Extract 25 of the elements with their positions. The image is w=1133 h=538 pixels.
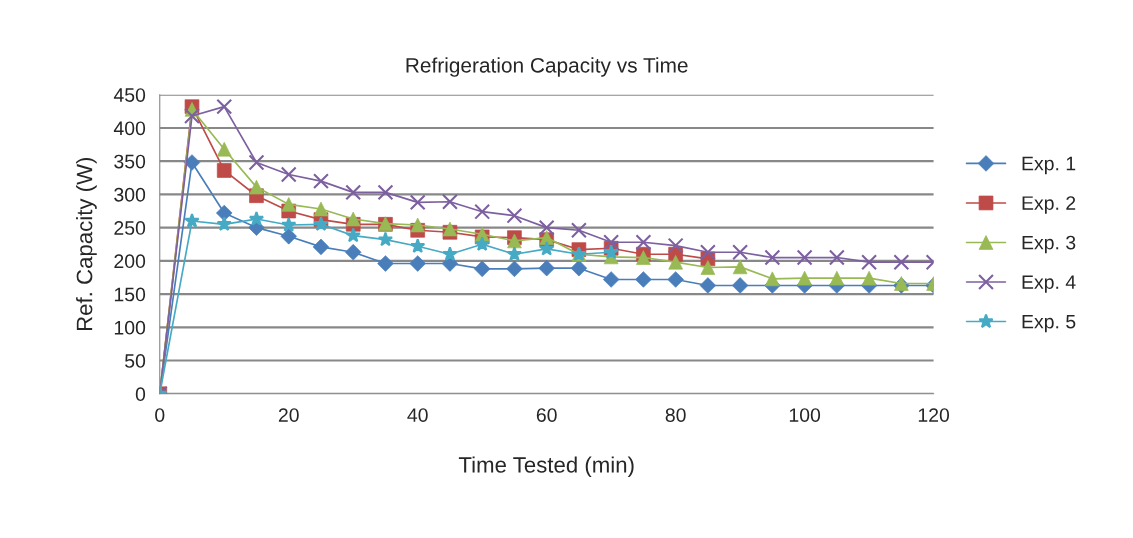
- y-tick-label: 450: [113, 88, 146, 102]
- legend-label: Exp. 2: [1022, 196, 1076, 214]
- x-tick-label: 100: [789, 408, 821, 422]
- y-axis-title: Ref. Capacity (W): [76, 157, 97, 331]
- legend-label: Exp. 1: [1022, 156, 1076, 175]
- x-tick-label: 20: [278, 408, 299, 422]
- x-axis-title: Time Tested (min): [458, 456, 634, 478]
- y-tick-label: 150: [114, 287, 146, 302]
- y-tick-label: 200: [114, 254, 146, 269]
- legend-label: Exp. 4: [1022, 275, 1076, 293]
- y-tick-label: 100: [114, 320, 146, 335]
- y-tick-label: 50: [125, 354, 146, 368]
- y-tick-label: 0: [135, 387, 146, 402]
- y-tick-label: 350: [114, 154, 146, 169]
- x-tick-label: 0: [155, 408, 165, 422]
- legend-label: Exp. 3: [1022, 235, 1076, 254]
- x-tick-label: 120: [918, 408, 950, 422]
- x-tick-label: 40: [407, 408, 428, 422]
- x-tick-label: 80: [665, 408, 686, 422]
- y-tick-label: 300: [114, 187, 146, 202]
- chart-title: Refrigeration Capacity vs Time: [406, 57, 688, 77]
- legend-label: Exp. 5: [1022, 314, 1076, 333]
- y-tick-label: 250: [114, 221, 146, 235]
- y-tick-label: 400: [113, 121, 146, 136]
- x-tick-label: 60: [536, 408, 557, 422]
